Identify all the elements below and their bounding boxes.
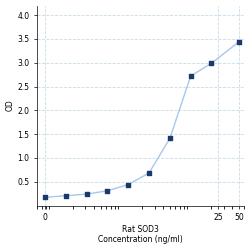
Point	[43, 196, 47, 200]
Point	[126, 182, 130, 186]
Point	[237, 40, 241, 44]
Point	[85, 192, 89, 196]
Point	[210, 61, 214, 65]
Point	[168, 136, 172, 140]
Y-axis label: OD: OD	[6, 100, 15, 112]
Point	[64, 194, 68, 198]
Point	[147, 171, 151, 175]
Point	[106, 189, 110, 193]
X-axis label: Rat SOD3
Concentration (ng/ml): Rat SOD3 Concentration (ng/ml)	[98, 225, 183, 244]
Point	[189, 74, 193, 78]
